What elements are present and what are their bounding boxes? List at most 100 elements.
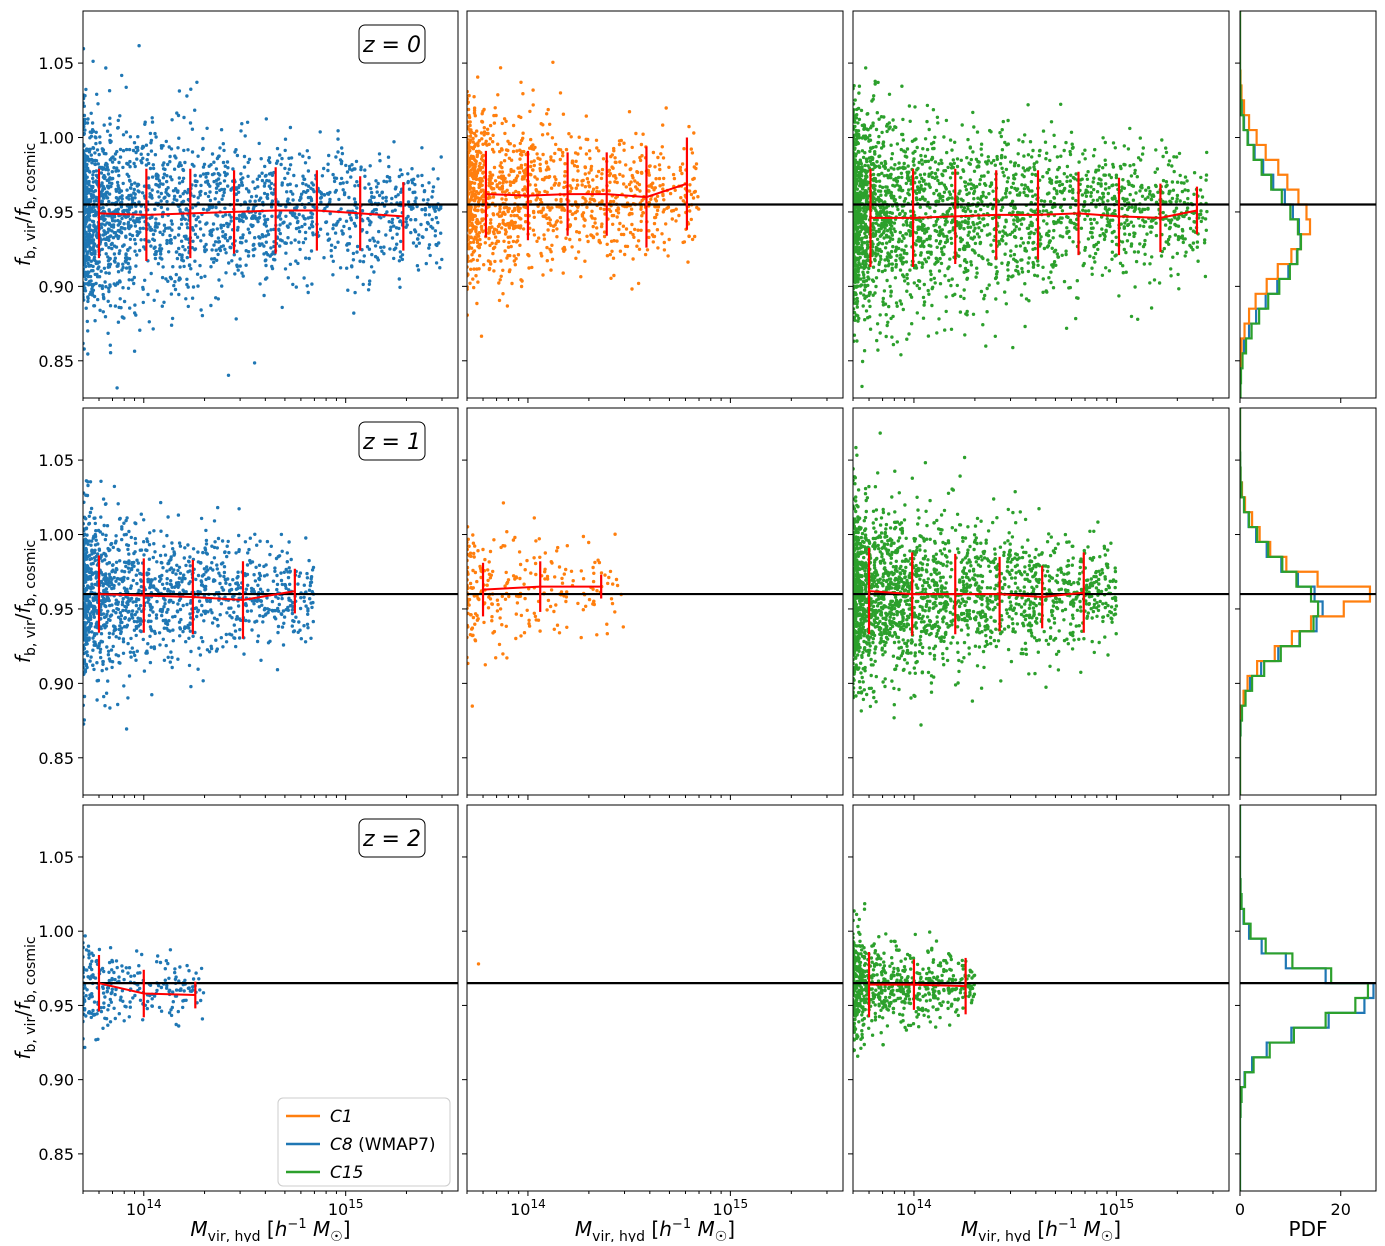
- scatter-point: [157, 195, 160, 198]
- scatter-point: [872, 266, 875, 269]
- scatter-point: [243, 201, 246, 204]
- scatter-point: [257, 217, 260, 220]
- scatter-point: [563, 162, 566, 165]
- scatter-point: [874, 145, 877, 148]
- scatter-point: [432, 167, 435, 170]
- scatter-point: [513, 144, 516, 147]
- scatter-point: [890, 290, 893, 293]
- scatter-point: [664, 222, 667, 225]
- scatter-point: [902, 149, 905, 152]
- scatter-point: [585, 152, 588, 155]
- scatter-point: [89, 130, 92, 133]
- scatter-point: [475, 160, 478, 163]
- scatter-point: [118, 188, 121, 191]
- scatter-point: [1005, 302, 1008, 305]
- scatter-point: [622, 182, 625, 185]
- scatter-point: [345, 267, 348, 270]
- scatter-point: [228, 236, 231, 239]
- scatter-point: [152, 167, 155, 170]
- scatter-point: [328, 200, 331, 203]
- scatter-point: [475, 190, 478, 193]
- scatter-point: [608, 208, 611, 211]
- scatter-point: [128, 270, 131, 273]
- scatter-point: [468, 149, 471, 152]
- scatter-point: [176, 146, 179, 149]
- scatter-point: [157, 262, 160, 265]
- scatter-point: [249, 223, 252, 226]
- scatter-point: [899, 299, 902, 302]
- scatter-point: [375, 185, 378, 188]
- scatter-point: [996, 270, 999, 273]
- scatter-point: [1184, 175, 1187, 178]
- scatter-point: [149, 141, 152, 144]
- scatter-point: [96, 298, 99, 301]
- scatter-point: [491, 252, 494, 255]
- scatter-point: [379, 216, 382, 219]
- scatter-point: [397, 227, 400, 230]
- scatter-point: [368, 279, 371, 282]
- scatter-point: [497, 240, 500, 243]
- scatter-point: [559, 148, 562, 151]
- scatter-point: [688, 183, 691, 186]
- scatter-point: [919, 227, 922, 230]
- scatter-point: [478, 185, 481, 188]
- scatter-point: [270, 265, 273, 268]
- scatter-point: [334, 231, 337, 234]
- scatter-point: [408, 188, 411, 191]
- scatter-point: [1052, 229, 1055, 232]
- scatter-point: [269, 187, 272, 190]
- scatter-point: [142, 288, 145, 291]
- scatter-point: [905, 182, 908, 185]
- scatter-point: [324, 221, 327, 224]
- scatter-point: [486, 132, 489, 135]
- scatter-point: [529, 200, 532, 203]
- scatter-point: [551, 61, 554, 64]
- scatter-point: [647, 189, 650, 192]
- scatter-point: [331, 173, 334, 176]
- scatter-point: [1068, 190, 1071, 193]
- scatter-point: [656, 246, 659, 249]
- scatter-point: [306, 189, 309, 192]
- scatter-point: [350, 163, 353, 166]
- scatter-point: [387, 156, 390, 159]
- scatter-point: [595, 186, 598, 189]
- scatter-point: [956, 284, 959, 287]
- scatter-point: [903, 279, 906, 282]
- scatter-point: [658, 184, 661, 187]
- scatter-point: [85, 307, 88, 310]
- scatter-point: [198, 220, 201, 223]
- scatter-point: [399, 191, 402, 194]
- scatter-point: [269, 246, 272, 249]
- scatter-point: [258, 142, 261, 145]
- scatter-point: [116, 235, 119, 238]
- scatter-point: [367, 288, 370, 291]
- scatter-point: [975, 271, 978, 274]
- scatter-point: [927, 183, 930, 186]
- scatter-point: [194, 179, 197, 182]
- scatter-point: [395, 233, 398, 236]
- scatter-point: [133, 311, 136, 314]
- scatter-point: [119, 220, 122, 223]
- scatter-point: [87, 283, 90, 286]
- scatter-point: [574, 257, 577, 260]
- scatter-point: [239, 172, 242, 175]
- scatter-point: [156, 190, 159, 193]
- scatter-point: [891, 128, 894, 131]
- scatter-point: [291, 283, 294, 286]
- scatter-point: [332, 260, 335, 263]
- scatter-point: [143, 279, 146, 282]
- scatter-point: [96, 148, 99, 151]
- scatter-point: [625, 227, 628, 230]
- scatter-point: [177, 114, 180, 117]
- scatter-point: [427, 181, 430, 184]
- scatter-point: [476, 153, 479, 156]
- scatter-point: [589, 197, 592, 200]
- scatter-point: [618, 143, 621, 146]
- scatter-point: [681, 162, 684, 165]
- scatter-point: [1092, 188, 1095, 191]
- scatter-point: [1182, 241, 1185, 244]
- scatter-point: [1038, 154, 1041, 157]
- scatter-point: [866, 271, 869, 274]
- scatter-point: [640, 143, 643, 146]
- scatter-point: [1175, 200, 1178, 203]
